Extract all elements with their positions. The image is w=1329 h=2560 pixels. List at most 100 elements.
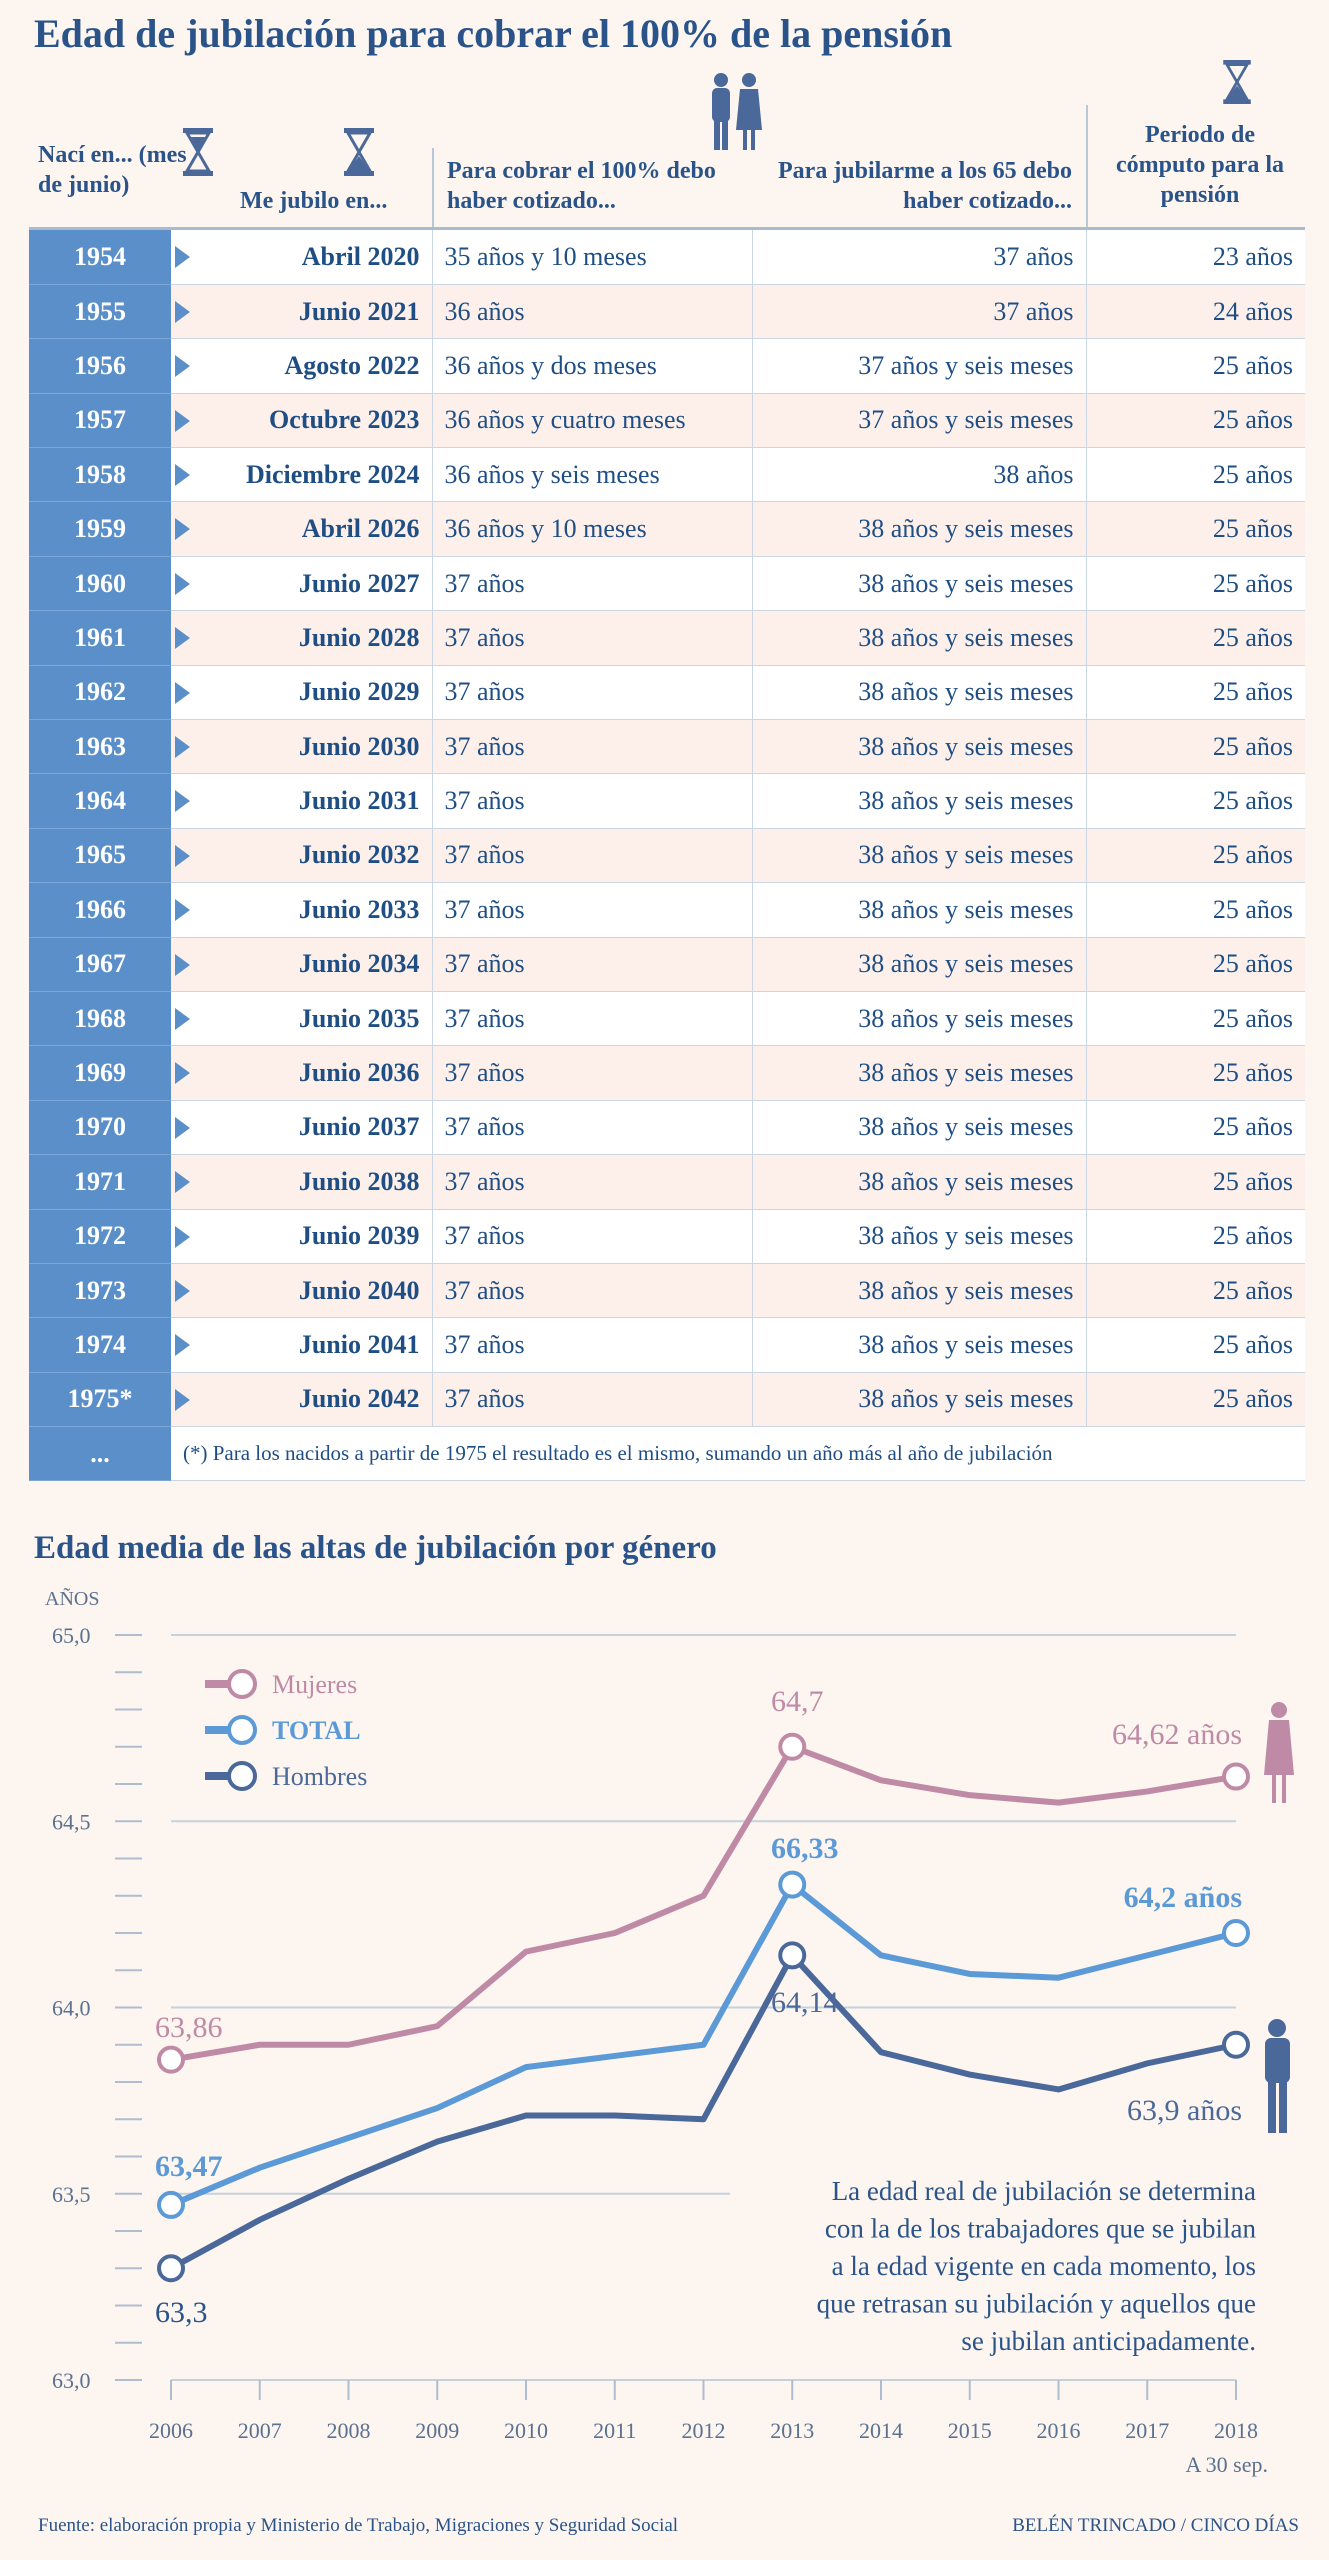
table-row: 1962 Junio 2029 37 años 38 años y seis mese… bbox=[29, 665, 1305, 721]
table-cell: 25 años bbox=[1085, 1100, 1305, 1156]
arrow-icon bbox=[175, 790, 190, 813]
table-cell: 37 años bbox=[431, 828, 752, 884]
cell-text: 38 años y seis meses bbox=[858, 1221, 1074, 1251]
table-cell: 25 años bbox=[1085, 991, 1305, 1047]
cell-text: Junio 2040 bbox=[298, 1275, 420, 1305]
table-cell: 37 años bbox=[431, 1209, 752, 1264]
header-full: Para cobrar el 100% debo haber cotizado.… bbox=[447, 158, 716, 214]
table-row: 1959 Abril 2026 36 años y 10 meses 38 años … bbox=[29, 501, 1305, 557]
table-cell: 25 años bbox=[1085, 719, 1305, 775]
cell-text: 38 años y seis meses bbox=[858, 731, 1074, 761]
cell-text: 25 años bbox=[1212, 1330, 1293, 1359]
cell-text: 37 años bbox=[444, 677, 525, 707]
cell-text: 38 años y seis meses bbox=[858, 622, 1074, 652]
data-point bbox=[1145, 1789, 1150, 1794]
table-cell: 25 años bbox=[1085, 1045, 1305, 1101]
cell-text: 25 años bbox=[1212, 1275, 1293, 1305]
table-cell: Octubre 2023 bbox=[171, 393, 432, 449]
table-cell: 36 años bbox=[431, 284, 752, 340]
cell-text: 1969 bbox=[74, 1058, 126, 1088]
table-cell: Junio 2021 bbox=[171, 284, 432, 340]
table-cell: 1963 bbox=[29, 719, 171, 775]
arrow-icon bbox=[175, 572, 190, 595]
data-point bbox=[879, 1953, 883, 1958]
cell-text: 38 años y seis meses bbox=[858, 1003, 1074, 1033]
cell-text: 25 años bbox=[1212, 568, 1293, 598]
table-cell: Junio 2033 bbox=[171, 882, 432, 938]
cell-text: 25 años bbox=[1212, 622, 1293, 652]
table-cell: 38 años y seis meses bbox=[751, 1263, 1086, 1319]
cell-text: 37 años bbox=[444, 731, 525, 761]
cell-text: 38 años y seis meses bbox=[858, 786, 1074, 816]
cell-text: 23 años bbox=[1212, 241, 1293, 271]
table-cell: 25 años bbox=[1085, 501, 1305, 557]
table-cell: 1971 bbox=[29, 1154, 171, 1210]
header-at65: Para jubilarme a los 65 debo haber cotiz… bbox=[778, 158, 1072, 214]
table-cell: Abril 2020 bbox=[171, 230, 432, 285]
cell-text: ... bbox=[90, 1438, 110, 1468]
cell-text: 25 años bbox=[1212, 840, 1293, 870]
data-label: 66,33 bbox=[771, 1832, 839, 1865]
table-row: 1957 Octubre 2023 36 años y cuatro meses 37… bbox=[29, 393, 1305, 449]
cell-text: 25 años bbox=[1212, 405, 1293, 435]
cell-text: 38 años y seis meses bbox=[858, 1112, 1074, 1142]
data-point bbox=[346, 2135, 351, 2140]
cell-text: Octubre 2023 bbox=[269, 405, 420, 435]
table-cell: 36 años y seis meses bbox=[431, 447, 752, 503]
cell-text: 1966 bbox=[74, 894, 126, 924]
cell-text: 37 años bbox=[444, 1275, 525, 1305]
x-tick-label: 2007 bbox=[238, 2418, 282, 2443]
cell-text: Junio 2029 bbox=[298, 677, 420, 707]
table-cell: 25 años bbox=[1085, 1154, 1305, 1210]
line-chart: AÑOS 63,0 63,5 64,0 64,5 65,0 2006 2007 2008 2009… bbox=[45, 1586, 1294, 2477]
cell-text: 25 años bbox=[1212, 1166, 1293, 1196]
table-cell: Junio 2042 bbox=[171, 1372, 432, 1428]
table-cell: 38 años y seis meses bbox=[751, 1045, 1086, 1101]
table-cell: 1964 bbox=[29, 773, 171, 829]
table-cell: 37 años bbox=[431, 1317, 752, 1373]
table-cell: 38 años y seis meses bbox=[751, 882, 1086, 938]
cell-text: 36 años y cuatro meses bbox=[444, 405, 686, 435]
cell-text: Junio 2039 bbox=[298, 1221, 420, 1251]
cell-text: 36 años y seis meses bbox=[444, 459, 660, 489]
divider bbox=[432, 148, 434, 230]
cell-text: 25 años bbox=[1212, 731, 1293, 761]
footnote: (*) Para los nacidos a partir de 1975 el… bbox=[171, 1426, 1305, 1482]
table-row: 1958 Diciembre 2024 36 años y seis meses 38… bbox=[29, 447, 1305, 503]
table-cell: 36 años y cuatro meses bbox=[431, 393, 752, 449]
table-cell: 36 años y dos meses bbox=[431, 338, 752, 394]
table-cell: 1967 bbox=[29, 937, 171, 992]
cell-text: 38 años y seis meses bbox=[858, 514, 1074, 544]
table-cell: 1968 bbox=[29, 991, 171, 1047]
table-row: 1960 Junio 2027 37 años 38 años y seis mese… bbox=[29, 556, 1305, 612]
table-cell: 25 años bbox=[1085, 556, 1305, 612]
cell-text: (*) Para los nacidos a partir de 1975 el… bbox=[183, 1441, 1053, 1466]
cell-text: 1967 bbox=[74, 949, 126, 979]
table-cell: 1965 bbox=[29, 828, 171, 884]
table-cell: Abril 2026 bbox=[171, 501, 432, 557]
annotation-text: se jubilan anticipadamente. bbox=[961, 2326, 1256, 2356]
x-tick-label: 2008 bbox=[327, 2418, 371, 2443]
data-point bbox=[967, 2072, 972, 2077]
divider bbox=[1086, 105, 1088, 230]
arrow-icon bbox=[175, 409, 190, 432]
table-cell: 25 años bbox=[1085, 1372, 1305, 1428]
table-cell: 1962 bbox=[29, 665, 171, 721]
cell-text: 1959 bbox=[74, 514, 126, 544]
hourglass-icon bbox=[344, 128, 374, 176]
table-cell: 1975* bbox=[29, 1372, 171, 1428]
y-tick-label: 65,0 bbox=[52, 1623, 91, 1648]
cell-text: Abril 2020 bbox=[301, 241, 420, 271]
table-cell: 37 años bbox=[431, 1263, 752, 1319]
table-row: 1970 Junio 2037 37 años 38 años y seis mese… bbox=[29, 1100, 1305, 1156]
table-cell: 37 años y seis meses bbox=[751, 338, 1086, 394]
cell-text: 25 años bbox=[1212, 1112, 1293, 1142]
cell-text: 37 años bbox=[444, 568, 525, 598]
table-cell: 37 años bbox=[431, 1100, 752, 1156]
data-point bbox=[257, 2042, 262, 2047]
data-point bbox=[435, 2106, 440, 2111]
table-cell: 1970 bbox=[29, 1100, 171, 1156]
cell-text: 25 años bbox=[1212, 1221, 1293, 1251]
data-point bbox=[612, 2053, 617, 2058]
